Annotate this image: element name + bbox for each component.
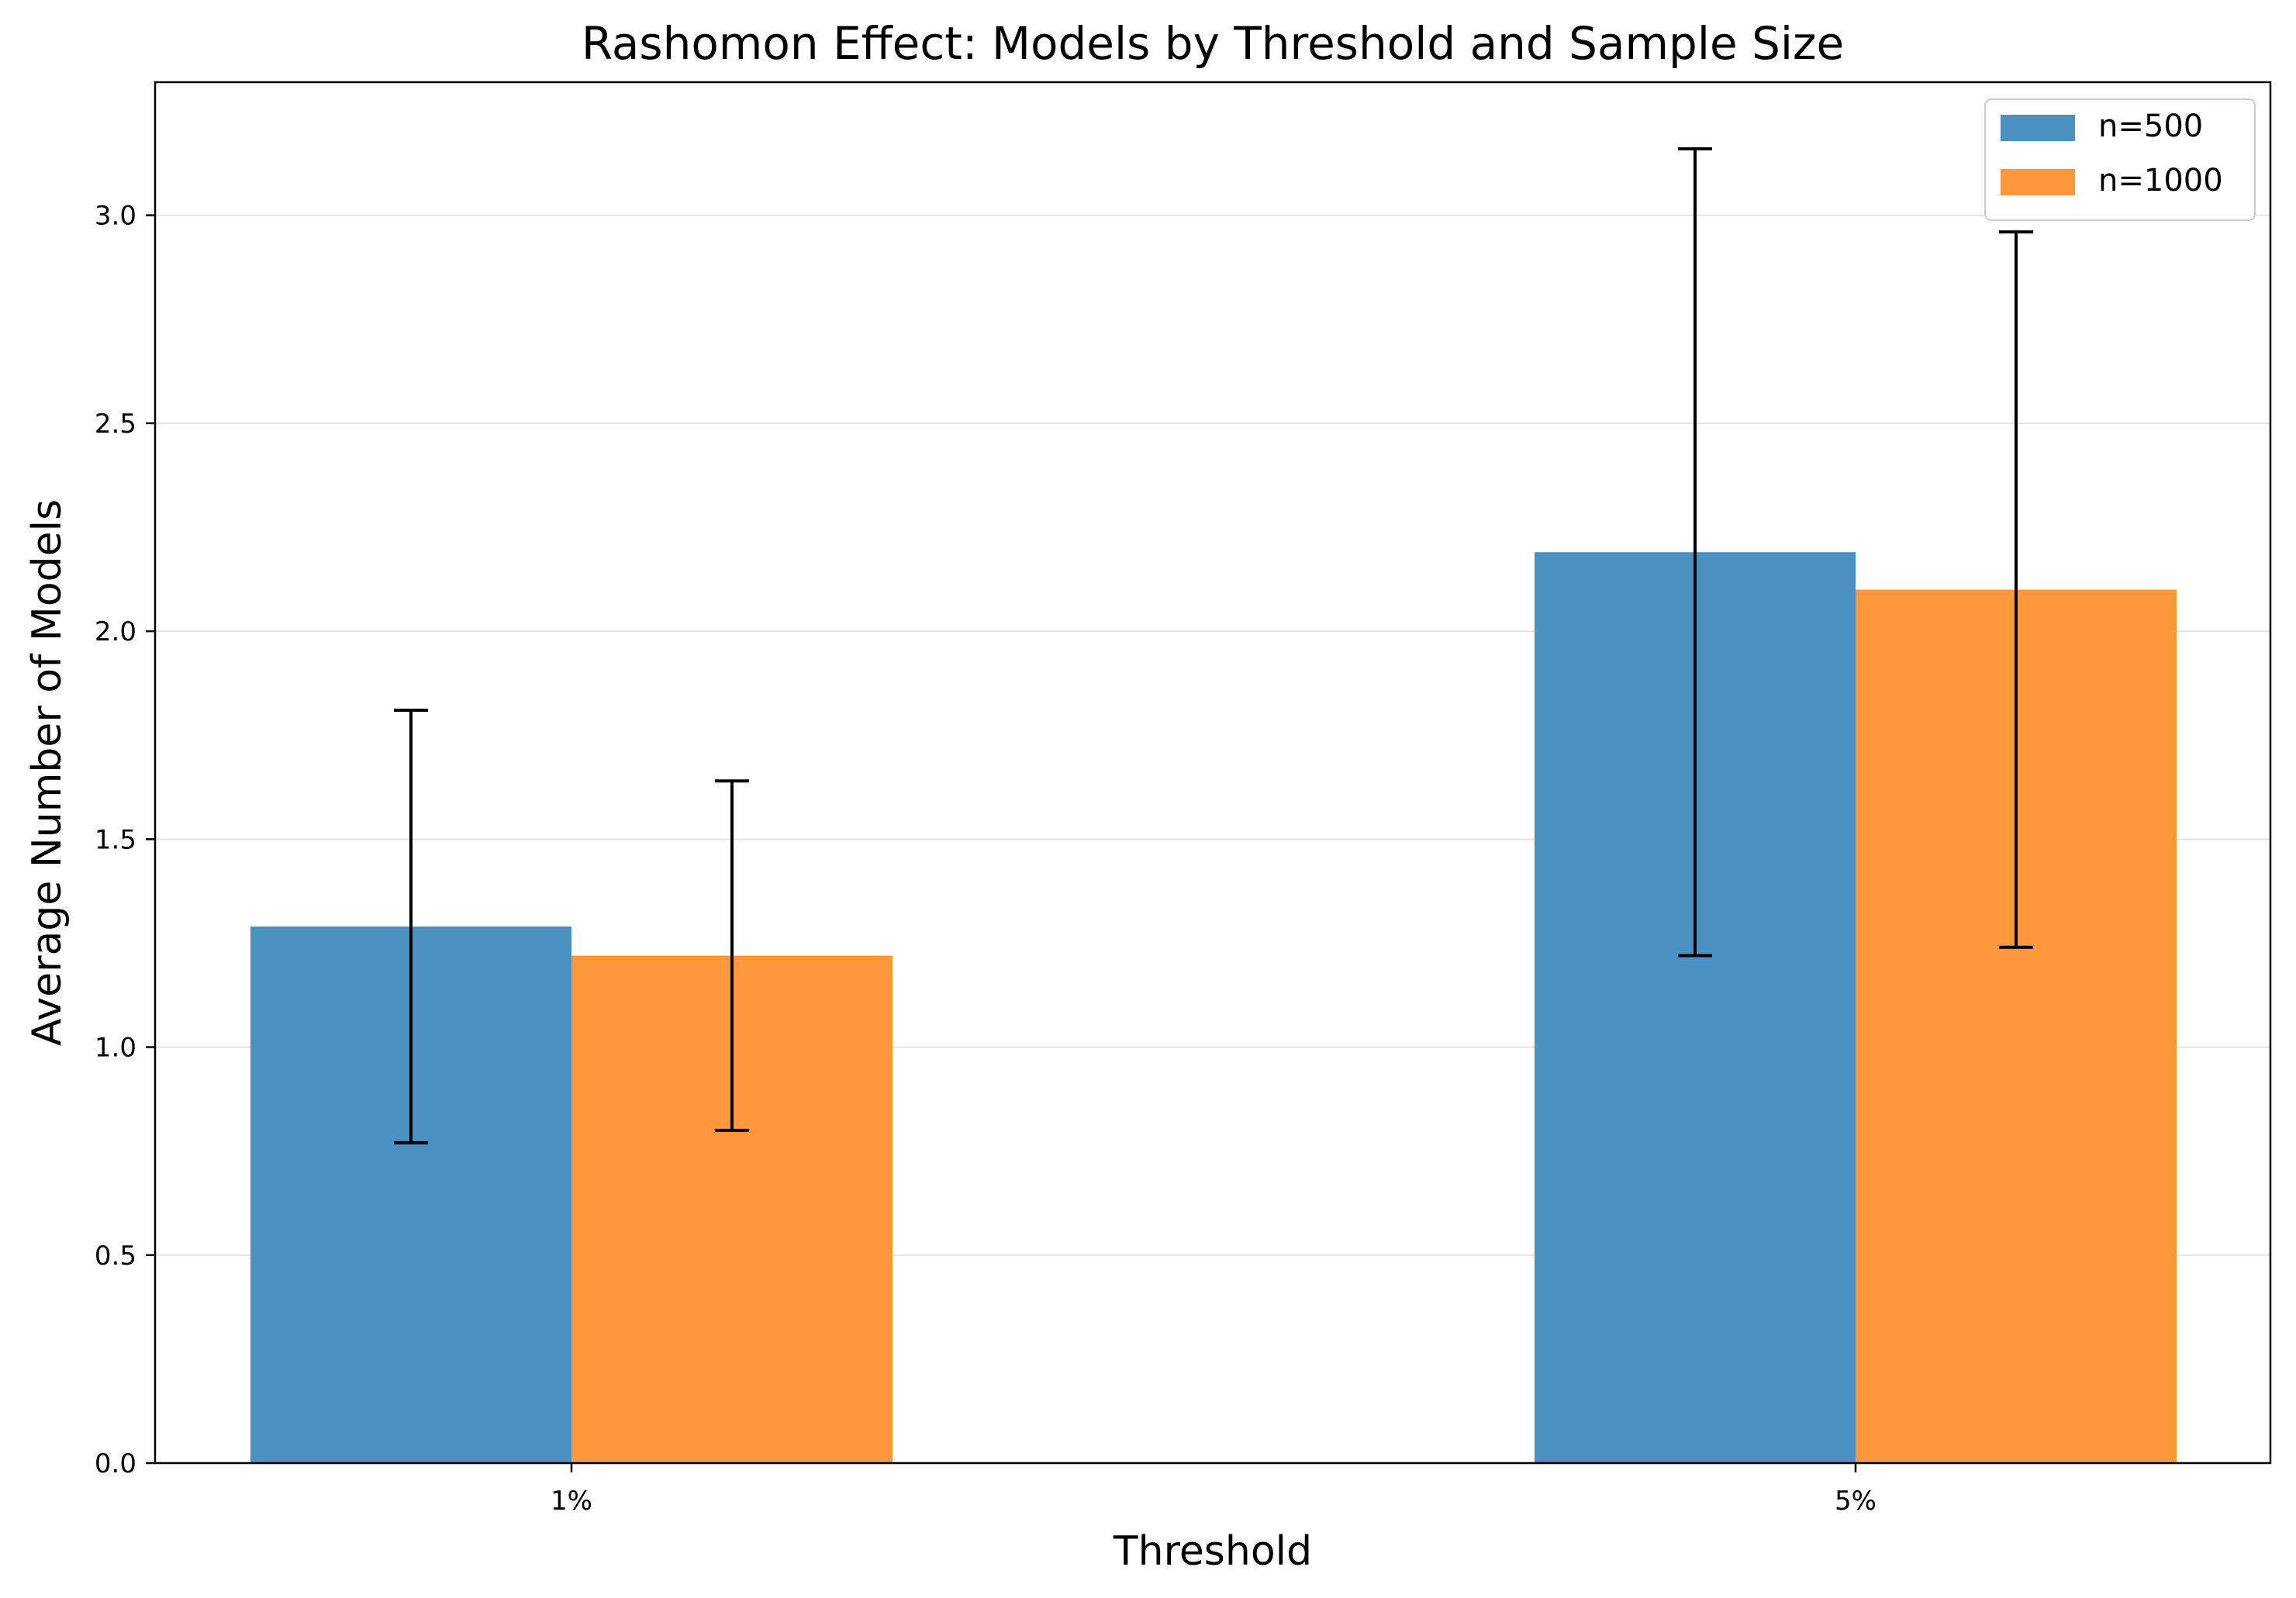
legend-swatch [2001,115,2075,141]
legend: n=500 n=1000 [1984,98,2256,221]
error-bars [394,147,2033,1144]
legend-label: n=1000 [2098,163,2223,198]
y-tick-label: 1.0 [95,1033,136,1064]
x-axis-label: Threshold [1113,1528,1312,1575]
x-tick-label: 1% [551,1486,592,1517]
y-tick-label: 2.5 [95,409,136,440]
x-tick-label: 5% [1835,1486,1877,1517]
chart-title: Rashomon Effect: Models by Threshold and… [582,17,1844,70]
axes-ticks: 0.0 0.5 1.0 1.5 2.0 2.5 3.0 1% 5% [95,201,1877,1517]
y-axis-label: Average Number of Models [24,499,71,1046]
y-tick-label: 0.0 [95,1448,136,1479]
legend-label: n=500 [2098,109,2203,144]
y-tick-label: 2.0 [95,616,136,647]
y-tick-label: 1.5 [95,824,136,855]
plot-frame [154,81,2272,1465]
y-tick-label: 0.5 [95,1241,136,1272]
y-tick-label: 3.0 [95,201,136,232]
legend-swatch [2001,169,2075,195]
